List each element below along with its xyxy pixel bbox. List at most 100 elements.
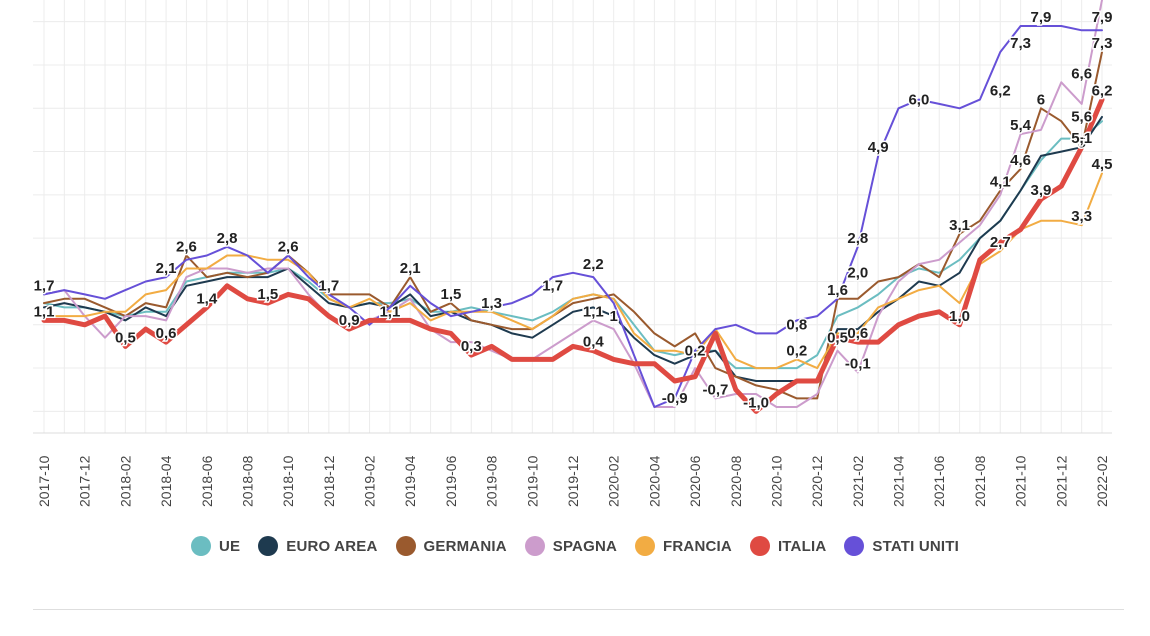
x-tick-label: 2021-08 — [972, 455, 988, 507]
x-tick-label: 2021-10 — [1013, 455, 1029, 507]
data-label: 1,0 — [949, 308, 970, 325]
x-tick-label: 2018-10 — [280, 455, 296, 507]
series-line-germania — [43, 51, 1103, 400]
series-line-euro-area — [43, 115, 1103, 382]
series-line-italia — [41, 97, 1105, 414]
data-label: 2,1 — [400, 260, 421, 277]
x-tick-label: 2017-10 — [36, 455, 52, 507]
data-label: -0,9 — [662, 390, 688, 407]
x-tick-label: 2020-12 — [809, 455, 825, 507]
legend-label: STATI UNITI — [872, 537, 959, 555]
data-label: 3,1 — [949, 217, 970, 234]
data-label: 0,3 — [461, 338, 482, 355]
legend-item: GERMANIA — [395, 536, 507, 556]
legend-swatch — [524, 536, 545, 556]
x-tick-label: 2020-10 — [768, 455, 784, 507]
data-label: 1,5 — [440, 286, 461, 303]
data-label: 0,2 — [786, 342, 807, 359]
legend-item: SPAGNA — [524, 536, 618, 556]
data-label: 7,3 — [1010, 35, 1031, 52]
data-label: 4,9 — [868, 139, 889, 156]
legend-swatch — [395, 536, 416, 556]
legend-label: ITALIA — [777, 537, 827, 555]
x-tick-label: 2020-06 — [687, 455, 703, 507]
data-label: 5,6 — [1071, 109, 1092, 126]
legend-label: UE — [218, 537, 241, 555]
x-tick-label: 2019-10 — [524, 455, 540, 507]
legend-item: UE — [190, 536, 241, 556]
data-label: 7,3 — [1092, 35, 1113, 52]
data-label: 3,9 — [1031, 182, 1052, 199]
data-label: 6,6 — [1071, 65, 1092, 82]
x-tick-label: 2018-02 — [117, 455, 133, 507]
legend-label: SPAGNA — [552, 537, 618, 555]
data-label: 2,0 — [847, 264, 868, 281]
legend-swatch — [635, 536, 656, 556]
data-label: 1,5 — [257, 286, 278, 303]
data-label: 1,1 — [379, 303, 400, 320]
legend-swatch — [749, 536, 770, 556]
data-label: 0,6 — [847, 325, 868, 342]
data-label: -0,1 — [845, 355, 871, 372]
x-axis-tick-labels: 2017-10 2017-12 2018-02 2018-04 2018-06 2018-… — [36, 455, 1110, 507]
x-tick-label: 2018-06 — [199, 455, 215, 507]
x-tick-label: 2020-08 — [728, 455, 744, 507]
series-line-francia — [43, 172, 1103, 370]
x-tick-label: 2019-12 — [565, 455, 581, 507]
data-label: 1,1 — [583, 303, 604, 320]
x-tick-label: 2018-12 — [321, 455, 337, 507]
x-tick-label: 2017-12 — [77, 455, 93, 507]
data-label: 0,4 — [583, 334, 605, 351]
data-label: 4,6 — [1010, 152, 1031, 169]
data-label: 6,2 — [990, 83, 1011, 100]
legend-item: EURO AREA — [258, 536, 377, 556]
chart-legend: UE EURO AREA GERMANIA SPAGNA FRANCIA ITALIA ST… — [0, 536, 1150, 556]
legend-swatch — [844, 536, 865, 556]
data-label: 2,8 — [847, 230, 868, 247]
data-label: 1,7 — [318, 277, 339, 294]
data-label: 0,2 — [685, 342, 706, 359]
inflation-line-chart: 1,71,12,10,5 0,62,62,81,42,61,51,70,91,12… — [32, 0, 1114, 507]
data-label: 0,6 — [156, 325, 177, 342]
x-tick-label: 2021-02 — [850, 455, 866, 507]
x-tick-label: 2019-02 — [362, 455, 378, 507]
data-label: 7,9 — [1031, 9, 1052, 26]
data-label: 2,6 — [176, 238, 197, 255]
x-tick-label: 2018-08 — [239, 455, 255, 507]
data-label: 2,8 — [217, 230, 238, 247]
data-label: 0,8 — [786, 316, 807, 333]
x-tick-label: 2019-04 — [402, 455, 418, 507]
data-label: 1 — [610, 308, 618, 325]
chart-series — [41, 0, 1105, 414]
x-tick-label: 2019-06 — [443, 455, 459, 507]
data-label: 7,9 — [1092, 9, 1113, 26]
data-label: -1,0 — [743, 394, 769, 411]
footer-divider — [33, 609, 1124, 610]
data-label: 1,4 — [196, 290, 218, 307]
chart-grid — [33, 0, 1112, 434]
data-label: 2,2 — [583, 256, 604, 273]
data-label: 1,3 — [481, 295, 502, 312]
data-label: 3,3 — [1071, 208, 1092, 225]
data-label: 4,5 — [1092, 156, 1113, 173]
legend-label: FRANCIA — [663, 537, 732, 555]
legend-item: STATI UNITI — [844, 536, 959, 556]
legend-swatch — [190, 536, 211, 556]
chart-data-labels: 1,71,12,10,5 0,62,62,81,42,61,51,70,91,12… — [32, 7, 1114, 412]
data-label: 6 — [1037, 91, 1045, 108]
legend-item: FRANCIA — [635, 536, 732, 556]
x-tick-label: 2021-06 — [931, 455, 947, 507]
x-tick-label: 2020-02 — [606, 455, 622, 507]
data-label: 1,7 — [34, 277, 55, 294]
data-label: 4,1 — [990, 174, 1011, 191]
x-tick-label: 2018-04 — [158, 455, 174, 507]
data-label: 5 — [1077, 135, 1085, 152]
legend-item: ITALIA — [749, 536, 827, 556]
data-label: 5,1 — [1071, 130, 1092, 147]
data-label: 6,0 — [908, 91, 929, 108]
data-label: -0,7 — [702, 381, 728, 398]
data-label: 5,4 — [1010, 117, 1032, 134]
data-label: 2,6 — [278, 238, 299, 255]
data-label: 2,1 — [156, 260, 177, 277]
x-tick-label: 2021-12 — [1053, 455, 1069, 507]
